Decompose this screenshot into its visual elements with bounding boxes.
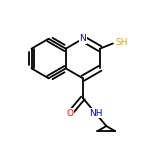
Text: NH: NH bbox=[89, 109, 102, 118]
Text: N: N bbox=[79, 34, 86, 43]
Text: O: O bbox=[67, 109, 74, 118]
Text: SH: SH bbox=[116, 38, 128, 47]
